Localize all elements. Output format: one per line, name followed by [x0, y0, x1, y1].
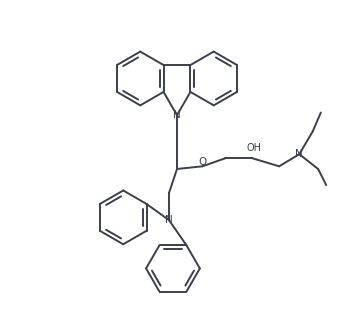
Text: OH: OH — [247, 143, 262, 153]
Text: O: O — [198, 157, 207, 167]
Text: N: N — [173, 110, 181, 120]
Text: N: N — [165, 215, 173, 225]
Text: N: N — [295, 149, 303, 159]
